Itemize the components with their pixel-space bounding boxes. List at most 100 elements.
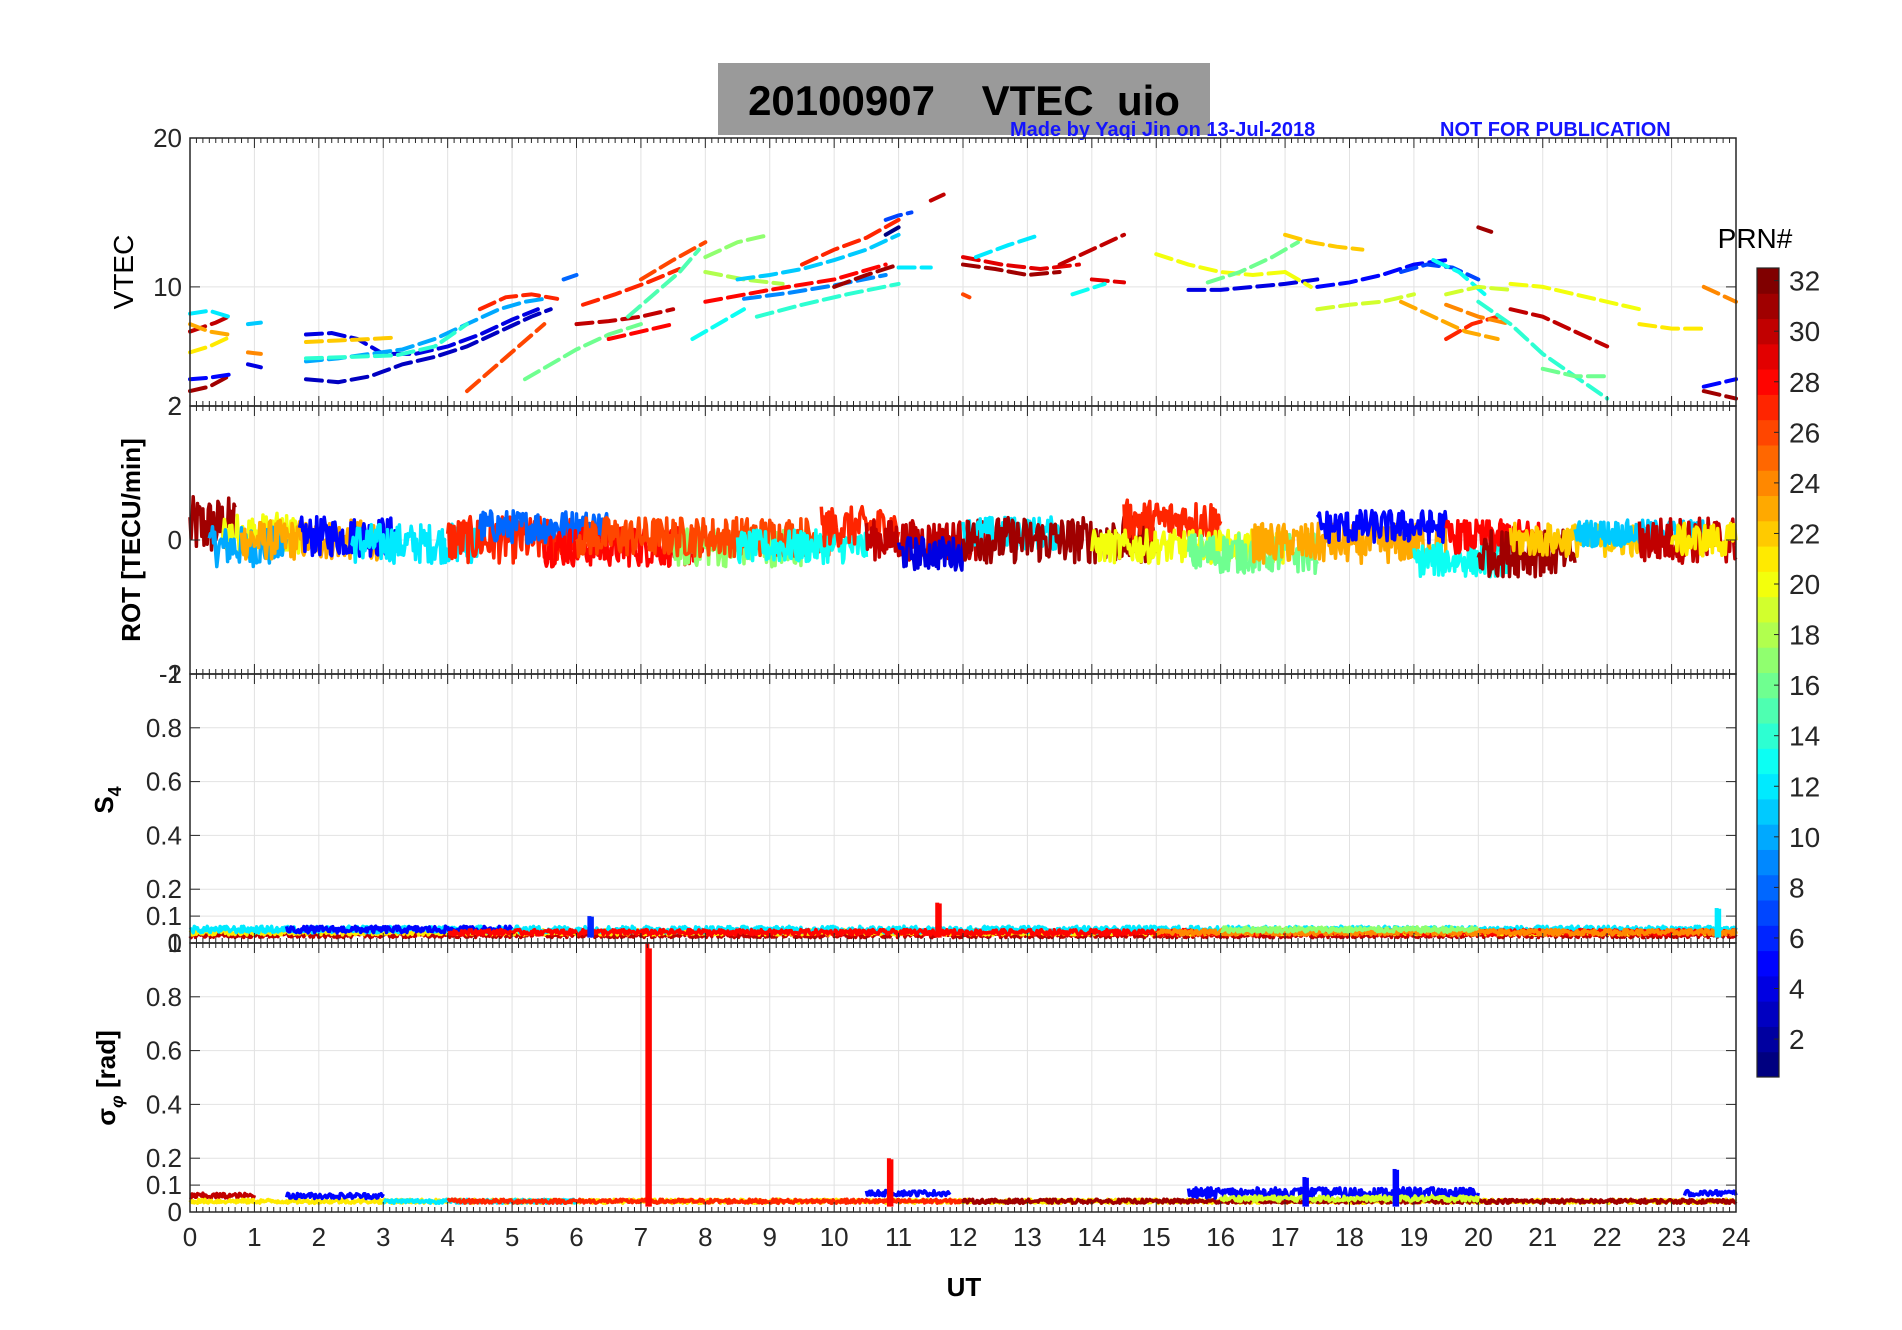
vtec-series-prn-7	[883, 210, 914, 222]
vtec-series-prn-24	[245, 350, 263, 356]
vtec-series-prn-30	[574, 307, 676, 327]
colorbar-segment	[1757, 621, 1779, 648]
vtec-series-prn-17	[703, 232, 772, 260]
rot-x-ticks	[189, 406, 1737, 674]
vtec-series-prn-16	[1540, 366, 1610, 379]
vtec-series-prn-16	[522, 322, 643, 382]
colorbar-tick-label: 10	[1789, 822, 1820, 853]
colorbar-segment	[1757, 571, 1779, 598]
colorbar-tick-label: 32	[1789, 266, 1820, 297]
x-tick-label: 5	[505, 1222, 519, 1252]
s4-y-tick-labels: 00.10.2 0.4 0.6 0.8 1	[146, 659, 1736, 958]
colorbar-segment	[1757, 394, 1779, 421]
sigma-phi-ylabel: σφ [rad]	[91, 1030, 127, 1125]
vtec-grid	[190, 138, 1736, 406]
y-tick-label: 0	[168, 525, 182, 555]
vtec-series-prn-13	[1070, 281, 1107, 297]
chart-title: 20100907 VTEC uio	[748, 77, 1180, 124]
y-tick-label: -2	[159, 659, 182, 689]
vtec-series-prn-28	[703, 262, 888, 304]
colorbar-segment	[1757, 268, 1779, 294]
colorbar-tick-label: 4	[1789, 974, 1805, 1005]
x-tick-label: 15	[1142, 1222, 1171, 1252]
x-tick-label: 4	[440, 1222, 454, 1252]
colorbar-segment	[1757, 723, 1779, 749]
colorbar-tick-label: 20	[1789, 569, 1820, 600]
vtec-series-prn-26	[961, 292, 972, 300]
svg-text:σφ [rad]: σφ [rad]	[91, 1030, 127, 1125]
colorbar-segment	[1757, 318, 1779, 345]
y-tick-label: 0.1	[146, 901, 182, 931]
vtec-series-prn-3	[303, 307, 553, 385]
vtec-series-prn-31	[832, 262, 901, 289]
rot-series-prn-21	[1669, 521, 1738, 558]
y-tick-label: 0.4	[146, 820, 182, 850]
colorbar-segment	[1757, 824, 1779, 850]
vtec-series-prn-10	[303, 296, 547, 364]
x-tick-label: 6	[569, 1222, 583, 1252]
colorbar-frame	[1756, 267, 1780, 1078]
vtec-y-tick-labels: 2 10 20	[153, 123, 1736, 421]
colorbar-segment	[1757, 950, 1779, 977]
credit-text: Made by Yaqi Jin on 13-Jul-2018	[1010, 119, 1315, 141]
rot-y-tick-labels: -2 0 2	[159, 391, 1736, 689]
vtec-series-prn-4	[1186, 277, 1320, 292]
vtec-series-prn-21	[188, 335, 231, 355]
sigma-phi-series-prn-5	[1682, 1188, 1738, 1198]
vtec-series-prn-20	[1154, 252, 1288, 277]
colorbar-segment	[1757, 925, 1779, 952]
vtec-series-prn-29	[1089, 277, 1127, 285]
colorbar-segment	[1757, 975, 1779, 1002]
vtec-series-prn-31	[961, 262, 1062, 277]
vtec-series-prn-24	[1444, 302, 1513, 327]
x-axis-label: UT	[947, 1272, 982, 1302]
y-tick-label: 0	[168, 1197, 182, 1227]
vtec-series-prn-14	[1476, 299, 1610, 401]
colorbar-segment	[1757, 1001, 1779, 1027]
colorbar-segment	[1757, 773, 1779, 800]
vtec-data	[188, 192, 1738, 401]
y-tick-label: 0.4	[146, 1089, 182, 1119]
s4-series-prn-17	[1219, 925, 1480, 934]
colorbar-tick-label: 8	[1789, 872, 1805, 903]
vtec-series-prn-31	[1476, 225, 1494, 234]
vtec-x-ticks	[189, 138, 1737, 406]
rot-series-prn-16	[1186, 532, 1319, 576]
y-tick-label: 0.2	[146, 874, 182, 904]
y-tick-label: 2	[168, 391, 182, 421]
colorbar-label: PRN#	[1718, 223, 1793, 254]
vtec-series-prn-20	[1508, 281, 1642, 312]
colorbar-segment	[1757, 293, 1779, 320]
vtec-series-prn-31	[188, 374, 231, 394]
vtec-series-prn-22	[303, 335, 399, 344]
vtec-series-prn-21	[1637, 322, 1706, 331]
vtec-series-prn-11	[735, 232, 901, 282]
x-tick-label: 11	[885, 1222, 912, 1252]
x-tick-label: 8	[698, 1222, 712, 1252]
vtec-series-prn-9	[741, 272, 888, 301]
x-tick-label: 19	[1399, 1222, 1428, 1252]
s4-x-ticks	[189, 674, 1737, 943]
colorbar-segment	[1757, 1026, 1779, 1053]
y-tick-label: 2	[168, 391, 182, 421]
rot-panel: -2 0 2	[159, 391, 1738, 689]
colorbar-segment	[1757, 520, 1779, 547]
colorbar-tick-label: 26	[1789, 417, 1820, 448]
y-tick-label: 0.2	[146, 1143, 182, 1173]
vtec-series-prn-27	[799, 217, 901, 267]
colorbar-tick-label: 30	[1789, 316, 1820, 347]
sigma-phi-series-prn-5	[284, 1191, 385, 1201]
colorbar-segment	[1757, 495, 1779, 522]
x-tick-label: 24	[1722, 1222, 1751, 1252]
x-tick-label: 21	[1528, 1222, 1557, 1252]
vtec-ylabel: VTEC	[108, 235, 139, 310]
rot-series-prn-4	[896, 536, 965, 572]
colorbar-tick-label: 24	[1789, 468, 1820, 499]
y-tick-label: 20	[153, 123, 182, 153]
vtec-series-prn-29	[961, 255, 1081, 272]
vtec-panel: 2 10 20	[153, 123, 1738, 421]
sigma-phi-series-prn-19	[1219, 1194, 1481, 1203]
colorbar-tick-label: 28	[1789, 367, 1820, 398]
vtec-series-prn-15	[626, 247, 701, 319]
